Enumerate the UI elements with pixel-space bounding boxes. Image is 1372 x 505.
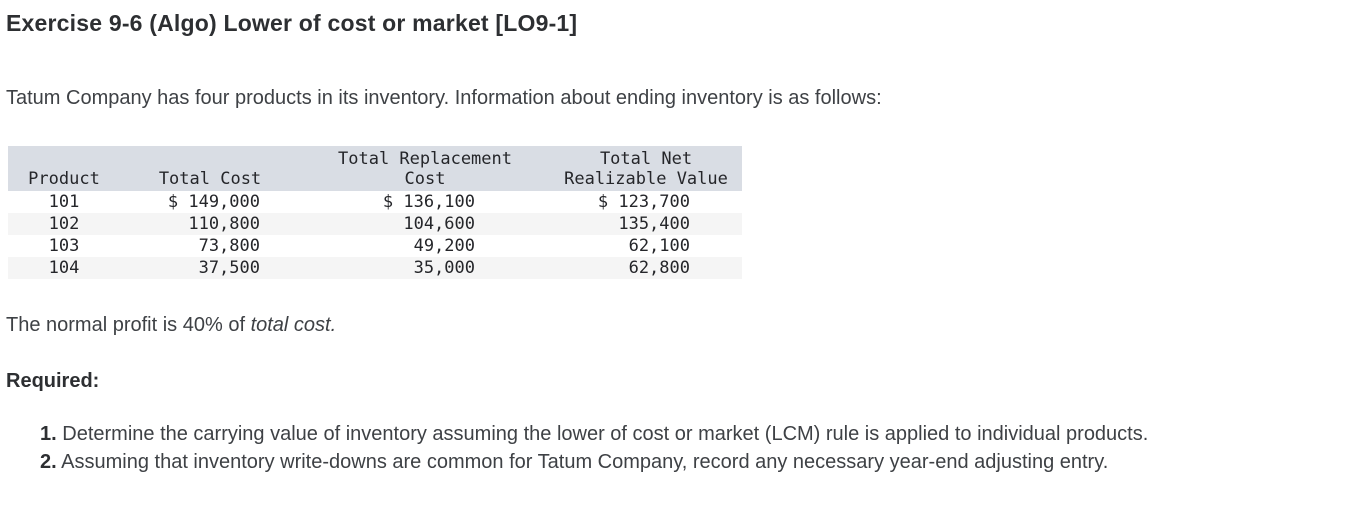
replacement-cost-cell: 104,600 [403, 214, 475, 234]
net-realizable-value-cell: 62,800 [628, 258, 690, 278]
product-cell: 103 [48, 236, 80, 256]
total-cost-cell: 110,800 [188, 214, 260, 234]
product-cell: 102 [48, 214, 80, 234]
column-header-label: Product [28, 169, 100, 189]
total-cost-cell: $ 149,000 [167, 192, 260, 212]
inventory-table: Product Total Cost Total Replacement Cos… [8, 146, 742, 279]
column-header-product: Product [8, 146, 120, 191]
net-realizable-value-cell: $ 123,700 [597, 192, 690, 212]
requirement-text: Assuming that inventory write-downs are … [61, 451, 1109, 473]
inventory-table-header: Product Total Cost Total Replacement Cos… [8, 146, 742, 191]
requirements-list: 1. Determine the carrying value of inven… [0, 420, 1372, 476]
net-realizable-value-cell: 62,100 [628, 236, 690, 256]
normal-profit-note-prefix: The normal profit is 40% of [6, 314, 251, 336]
table-row-product-102: 102 110,800 104,600 135,400 [8, 213, 742, 235]
net-realizable-value-cell: 135,400 [618, 214, 690, 234]
replacement-cost-cell: 49,200 [413, 236, 475, 256]
product-cell: 101 [48, 192, 80, 212]
column-header-total-net-realizable-value: Total Net Realizable Value [550, 146, 742, 191]
column-header-label-line1: Total Replacement [338, 149, 512, 169]
column-header-total-replacement-cost: Total Replacement Cost [300, 146, 550, 191]
column-header-label-line2: Cost [404, 169, 446, 189]
column-header-label-line2: Realizable Value [564, 169, 728, 189]
required-label: Required: [6, 370, 100, 392]
total-cost-cell: 37,500 [198, 258, 260, 278]
replacement-cost-cell: 35,000 [413, 258, 475, 278]
requirement-item-2: 2. Assuming that inventory write-downs a… [40, 448, 1372, 476]
column-header-label: Total Cost [158, 169, 262, 189]
requirement-number: 2. [40, 451, 57, 473]
requirement-text: Determine the carrying value of inventor… [62, 423, 1149, 445]
replacement-cost-cell: $ 136,100 [382, 192, 475, 212]
total-cost-cell: 73,800 [198, 236, 260, 256]
product-cell: 104 [48, 258, 80, 278]
column-header-total-cost: Total Cost [120, 146, 300, 191]
table-row-product-104: 104 37,500 35,000 62,800 [8, 257, 742, 279]
normal-profit-note: The normal profit is 40% of total cost. [6, 313, 1372, 338]
column-header-label-line1: Total Net [599, 149, 693, 169]
requirement-item-1: 1. Determine the carrying value of inven… [40, 420, 1372, 448]
normal-profit-note-italic: total cost. [250, 314, 337, 336]
page-title: Exercise 9-6 (Algo) Lower of cost or mar… [6, 10, 578, 36]
table-row-product-101: 101 $ 149,000 $ 136,100 $ 123,700 [8, 191, 742, 213]
intro-text: Tatum Company has four products in its i… [6, 87, 882, 109]
table-row-product-103: 103 73,800 49,200 62,100 [8, 235, 742, 257]
requirement-number: 1. [40, 423, 57, 445]
